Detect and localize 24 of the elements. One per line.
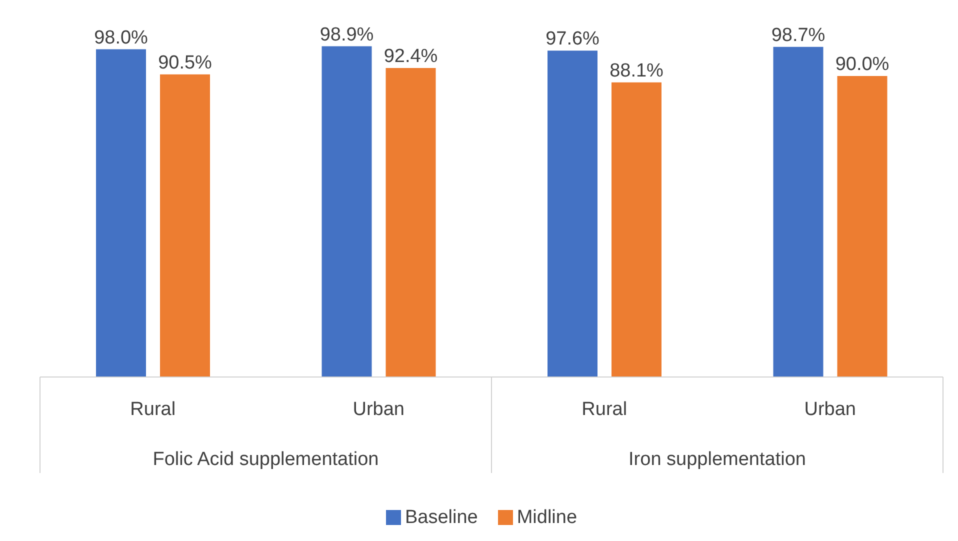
bar bbox=[322, 46, 372, 377]
bar bbox=[160, 74, 210, 377]
bar bbox=[548, 50, 598, 377]
x-tick-label: Urban bbox=[352, 399, 404, 420]
bar bbox=[837, 76, 888, 377]
x-tick-label: Rural bbox=[582, 399, 628, 420]
text: Iron supplementation bbox=[628, 449, 806, 470]
data-label: 98.7% bbox=[771, 24, 826, 46]
bar bbox=[773, 46, 824, 377]
data-label: 98.0% bbox=[94, 27, 148, 48]
bar bbox=[96, 49, 146, 377]
data-label: 92.4% bbox=[384, 46, 438, 68]
data-label: 90.5% bbox=[158, 52, 212, 74]
bar bbox=[386, 68, 436, 377]
x-tick-label: Rural bbox=[130, 399, 176, 420]
legend-label: Midline bbox=[516, 507, 578, 528]
data-label: 97.6% bbox=[546, 28, 600, 50]
text: Folic Acid supplementation bbox=[152, 449, 379, 470]
data-label: 90.0% bbox=[835, 54, 890, 76]
data-label: 98.9% bbox=[320, 24, 374, 46]
bar bbox=[612, 82, 662, 377]
legend-label: Baseline bbox=[404, 507, 478, 528]
x-tick-label: Urban bbox=[804, 399, 856, 420]
data-label: 88.1% bbox=[610, 60, 664, 82]
